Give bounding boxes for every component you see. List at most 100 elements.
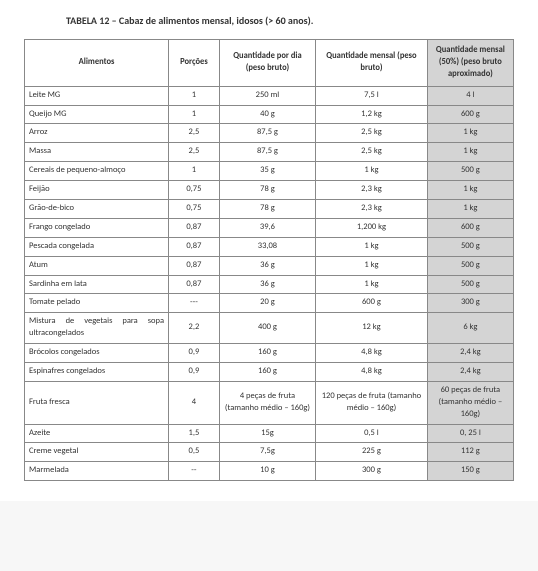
cell-quantidade-dia: 20 g — [219, 294, 315, 313]
col-qh: Quantidade mensal (50%) (peso bruto apro… — [427, 40, 513, 87]
cell-quantidade-metade: 60 peças de fruta (tamanho médio – 160g) — [427, 381, 513, 424]
cell-quantidade-metade: 2,4 kg — [427, 344, 513, 363]
cell-quantidade-mensal: 4,8 kg — [316, 344, 428, 363]
table-title: TABELA 12 – Cabaz de alimentos mensal, i… — [66, 14, 514, 27]
cell-alimento: Creme vegetal — [25, 443, 169, 462]
table-row: Fruta fresca44 peças de fruta (tamanho m… — [25, 381, 514, 424]
table-row: Marmelada--10 g300 g150 g — [25, 462, 514, 481]
cell-alimento: Tomate pelado — [25, 294, 169, 313]
col-porcoes: Porções — [169, 40, 220, 87]
cell-alimento: Fruta fresca — [25, 381, 169, 424]
cell-quantidade-metade: 1 kg — [427, 200, 513, 219]
cell-quantidade-mensal: 600 g — [316, 294, 428, 313]
cell-alimento: Grão-de-bico — [25, 200, 169, 219]
cell-quantidade-metade: 112 g — [427, 443, 513, 462]
cell-quantidade-dia: 15g — [219, 424, 315, 443]
cell-porcoes: 4 — [169, 381, 220, 424]
cell-quantidade-dia: 160 g — [219, 363, 315, 382]
cell-alimento: Feijão — [25, 181, 169, 200]
cell-quantidade-dia: 78 g — [219, 181, 315, 200]
cell-quantidade-mensal: 2,5 kg — [316, 124, 428, 143]
cell-quantidade-dia: 40 g — [219, 105, 315, 124]
cell-porcoes: 0,75 — [169, 200, 220, 219]
cell-porcoes: 2,5 — [169, 143, 220, 162]
cell-porcoes: -- — [169, 462, 220, 481]
cell-quantidade-metade: 600 g — [427, 218, 513, 237]
table-row: Espinafres congelados0,9160 g4,8 kg2,4 k… — [25, 363, 514, 382]
cell-quantidade-dia: 39,6 — [219, 218, 315, 237]
cell-quantidade-mensal: 120 peças de fruta (tamanho médio – 160g… — [316, 381, 428, 424]
food-table: Alimentos Porções Quantidade por dia (pe… — [24, 39, 514, 481]
cell-alimento: Queijo MG — [25, 105, 169, 124]
cell-porcoes: 0,87 — [169, 256, 220, 275]
cell-quantidade-metade: 4 l — [427, 86, 513, 105]
cell-quantidade-mensal: 1 kg — [316, 275, 428, 294]
cell-quantidade-mensal: 1,200 kg — [316, 218, 428, 237]
table-row: Atum0,8736 g1 kg500 g — [25, 256, 514, 275]
table-body: Leite MG1250 ml7,5 l4 lQueijo MG140 g1,2… — [25, 86, 514, 481]
cell-porcoes: 0,9 — [169, 344, 220, 363]
cell-alimento: Arroz — [25, 124, 169, 143]
cell-quantidade-mensal: 12 kg — [316, 313, 428, 344]
cell-quantidade-mensal: 1 kg — [316, 237, 428, 256]
cell-quantidade-mensal: 300 g — [316, 462, 428, 481]
cell-quantidade-mensal: 225 g — [316, 443, 428, 462]
cell-quantidade-dia: 78 g — [219, 200, 315, 219]
table-row: Grão-de-bico0,7578 g2,3 kg1 kg — [25, 200, 514, 219]
cell-quantidade-metade: 500 g — [427, 275, 513, 294]
cell-quantidade-mensal: 2,5 kg — [316, 143, 428, 162]
cell-alimento: Cereais de pequeno-almoço — [25, 162, 169, 181]
col-alimentos: Alimentos — [25, 40, 169, 87]
cell-alimento: Leite MG — [25, 86, 169, 105]
cell-porcoes: 0,75 — [169, 181, 220, 200]
cell-quantidade-dia: 36 g — [219, 275, 315, 294]
cell-quantidade-dia: 160 g — [219, 344, 315, 363]
table-row: Pescada congelada0,8733,081 kg500 g — [25, 237, 514, 256]
cell-quantidade-mensal: 2,3 kg — [316, 181, 428, 200]
cell-porcoes: --- — [169, 294, 220, 313]
cell-porcoes: 2,2 — [169, 313, 220, 344]
cell-alimento: Marmelada — [25, 462, 169, 481]
cell-quantidade-mensal: 4,8 kg — [316, 363, 428, 382]
cell-quantidade-mensal: 2,3 kg — [316, 200, 428, 219]
cell-quantidade-metade: 1 kg — [427, 124, 513, 143]
cell-quantidade-mensal: 1,2 kg — [316, 105, 428, 124]
cell-quantidade-metade: 500 g — [427, 162, 513, 181]
cell-quantidade-dia: 4 peças de fruta (tamanho médio – 160g) — [219, 381, 315, 424]
cell-quantidade-dia: 400 g — [219, 313, 315, 344]
cell-quantidade-metade: 600 g — [427, 105, 513, 124]
cell-porcoes: 2,5 — [169, 124, 220, 143]
cell-alimento: Espinafres congelados — [25, 363, 169, 382]
cell-alimento: Mistura de vegetais para sopa ultraconge… — [25, 313, 169, 344]
cell-quantidade-mensal: 1 kg — [316, 256, 428, 275]
table-row: Cereais de pequeno-almoço135 g1 kg500 g — [25, 162, 514, 181]
cell-quantidade-dia: 36 g — [219, 256, 315, 275]
table-row: Azeite1,515g0,5 l0, 25 l — [25, 424, 514, 443]
cell-porcoes: 0,87 — [169, 237, 220, 256]
table-row: Brócolos congelados0,9160 g4,8 kg2,4 kg — [25, 344, 514, 363]
cell-quantidade-metade: 6 kg — [427, 313, 513, 344]
table-row: Mistura de vegetais para sopa ultraconge… — [25, 313, 514, 344]
cell-quantidade-dia: 33,08 — [219, 237, 315, 256]
cell-quantidade-dia: 35 g — [219, 162, 315, 181]
page: TABELA 12 – Cabaz de alimentos mensal, i… — [0, 0, 538, 501]
cell-alimento: Azeite — [25, 424, 169, 443]
cell-quantidade-metade: 500 g — [427, 237, 513, 256]
cell-porcoes: 0,87 — [169, 218, 220, 237]
cell-alimento: Sardinha em lata — [25, 275, 169, 294]
cell-quantidade-metade: 2,4 kg — [427, 363, 513, 382]
table-row: Leite MG1250 ml7,5 l4 l — [25, 86, 514, 105]
cell-quantidade-mensal: 0,5 l — [316, 424, 428, 443]
cell-quantidade-metade: 0, 25 l — [427, 424, 513, 443]
cell-alimento: Pescada congelada — [25, 237, 169, 256]
cell-quantidade-dia: 250 ml — [219, 86, 315, 105]
table-row: Queijo MG140 g1,2 kg600 g — [25, 105, 514, 124]
cell-alimento: Brócolos congelados — [25, 344, 169, 363]
cell-quantidade-dia: 87,5 g — [219, 124, 315, 143]
table-row: Tomate pelado---20 g600 g300 g — [25, 294, 514, 313]
table-row: Arroz2,587,5 g2,5 kg1 kg — [25, 124, 514, 143]
cell-alimento: Atum — [25, 256, 169, 275]
cell-porcoes: 0,5 — [169, 443, 220, 462]
cell-quantidade-dia: 10 g — [219, 462, 315, 481]
cell-porcoes: 0,87 — [169, 275, 220, 294]
